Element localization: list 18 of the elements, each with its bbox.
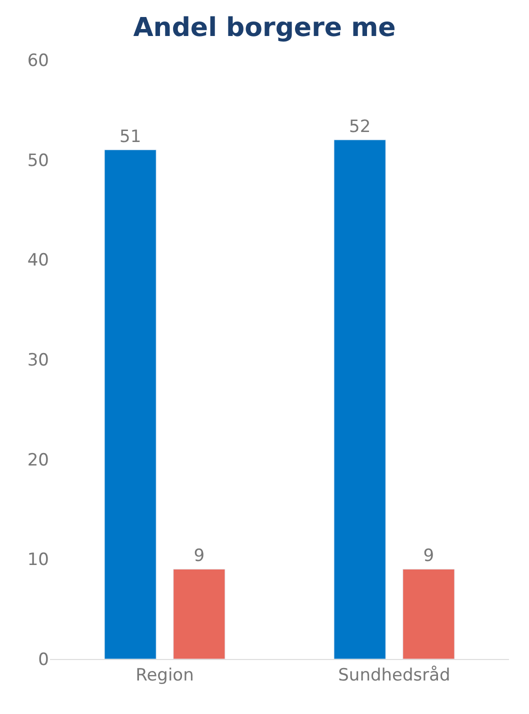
x-tick-label: Sundhedsråd (338, 665, 450, 686)
y-tick-label: 10 (27, 550, 49, 570)
y-tick-label: 50 (27, 150, 49, 171)
data-label: 52 (349, 116, 371, 137)
y-tick-label: 40 (27, 250, 49, 271)
data-label: 9 (423, 546, 434, 566)
bar (104, 150, 156, 659)
x-tick-label: Region (136, 665, 194, 686)
data-label: 9 (194, 546, 205, 566)
y-tick-label: 30 (27, 350, 49, 370)
bar (402, 568, 455, 659)
bar (334, 140, 386, 659)
y-tick-label: 0 (38, 650, 49, 670)
chart-title: Andel borgere me (133, 13, 396, 44)
y-tick-label: 20 (27, 450, 49, 470)
y-tick-label: 60 (27, 50, 49, 71)
bar (173, 568, 226, 659)
data-label: 51 (120, 126, 142, 147)
